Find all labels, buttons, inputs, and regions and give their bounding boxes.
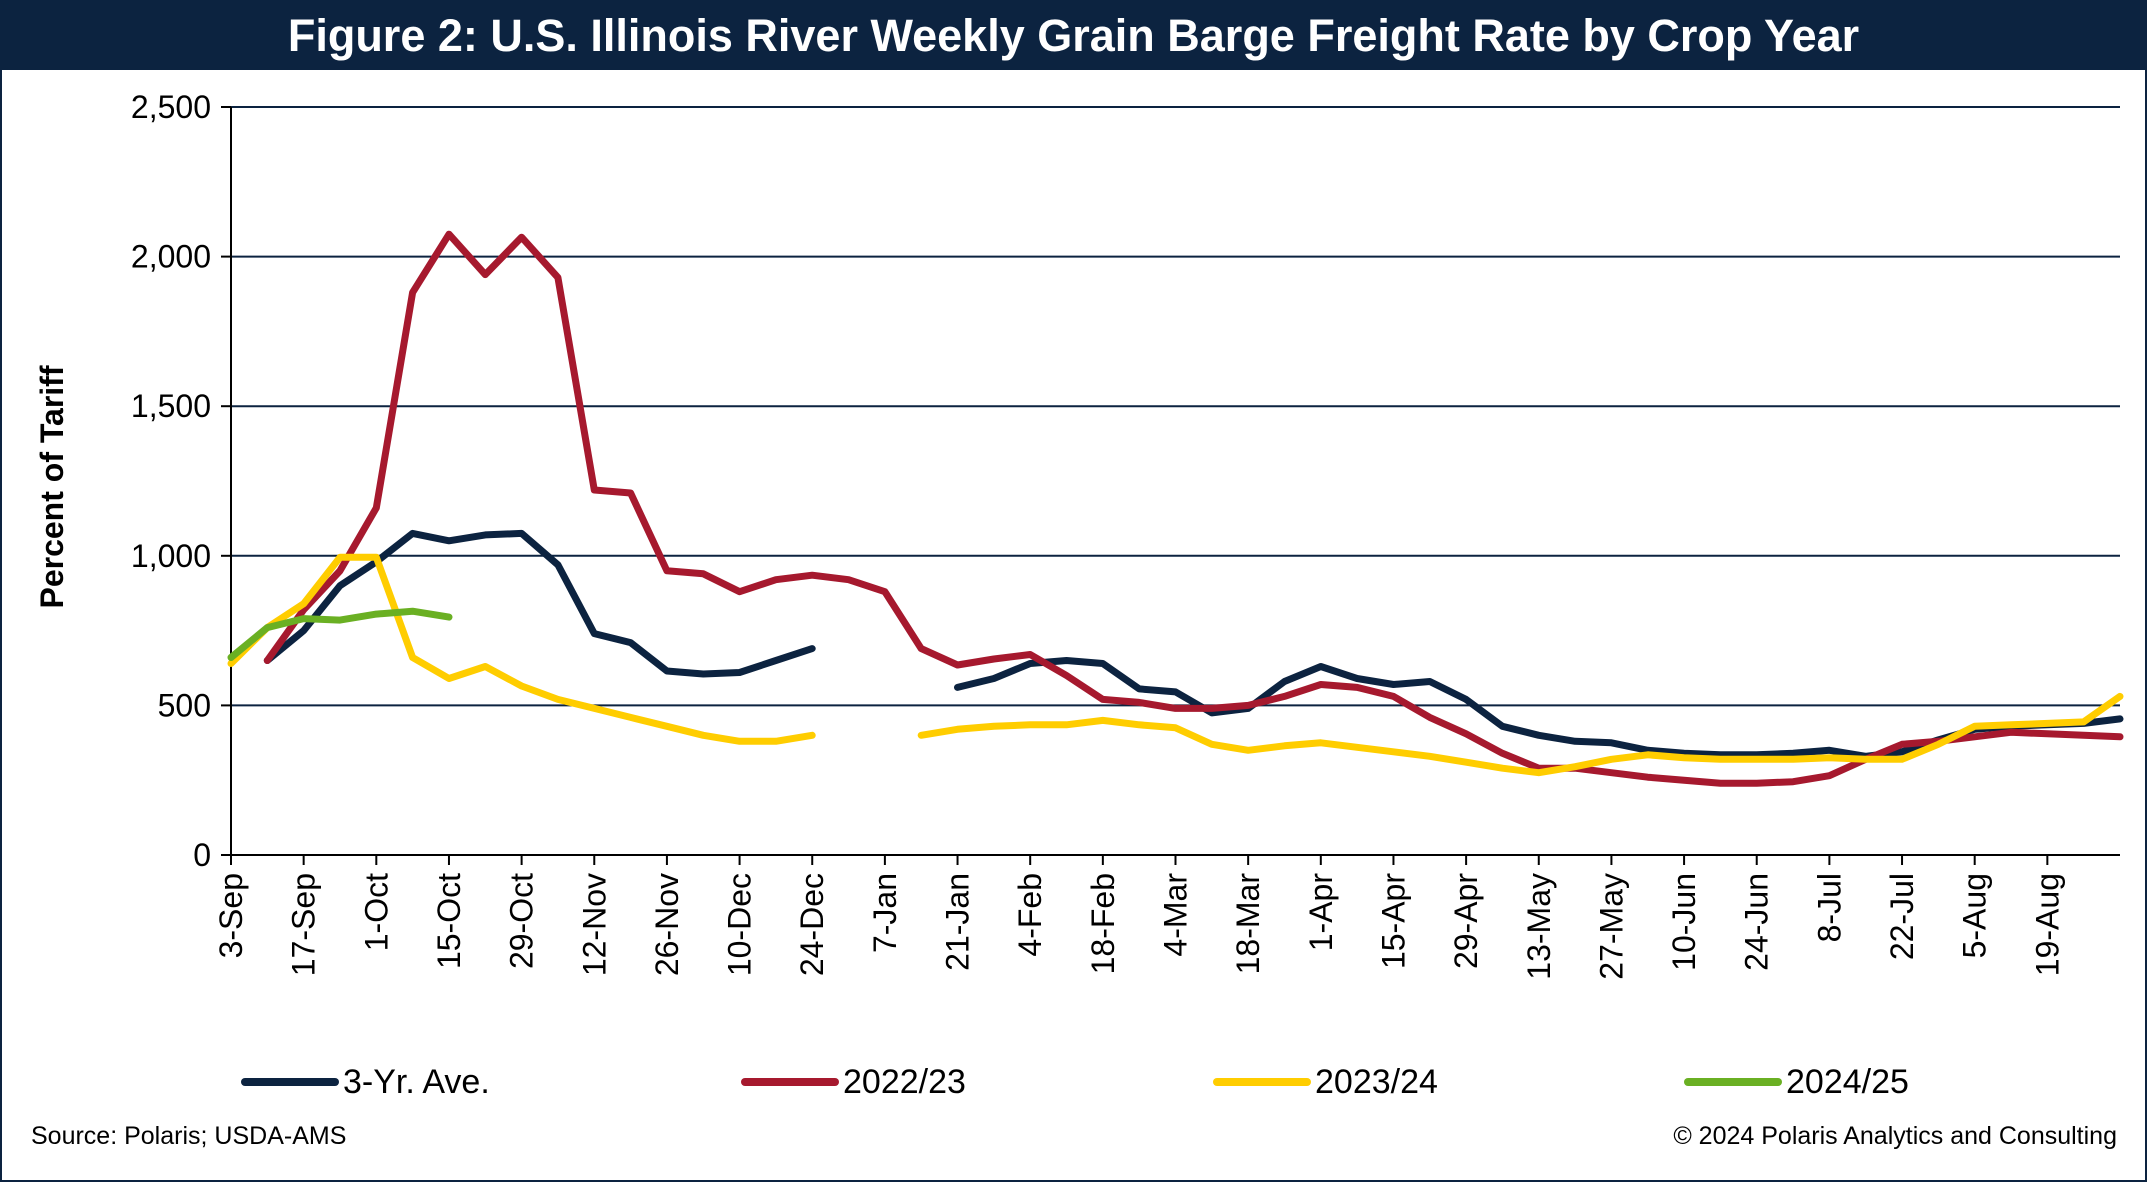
y-tick-label: 0 <box>193 837 211 873</box>
x-tick-label: 10-Dec <box>722 873 758 976</box>
legend-label: 3-Yr. Ave. <box>343 1063 490 1101</box>
series-line <box>263 529 816 678</box>
x-tick-label: 4-Feb <box>1012 873 1048 957</box>
series-line <box>917 692 2124 777</box>
y-tick-label: 1,000 <box>131 538 211 574</box>
x-tick-label: 29-Oct <box>504 873 540 969</box>
x-tick-label: 5-Aug <box>1957 873 1993 958</box>
x-tick-label: 19-Aug <box>2029 873 2065 976</box>
x-axis: 3-Sep 17-Sep 1-Oct 15-Oct 29-Oct 12-Nov 26-Nov… <box>213 854 2120 980</box>
series-line <box>227 607 453 661</box>
series-line <box>263 230 2124 787</box>
x-tick-label: 10-Jun <box>1666 873 1702 971</box>
series-3-yr-ave- <box>263 529 2124 760</box>
x-tick-label: 21-Jan <box>940 873 976 971</box>
gridlines <box>231 106 2120 707</box>
y-tick-label: 2,000 <box>131 239 211 275</box>
legend-label: 2023/24 <box>1315 1063 1438 1101</box>
x-tick-label: 1-Oct <box>358 873 394 951</box>
series-2023-24 <box>227 553 2124 777</box>
legend-label: 2022/23 <box>843 1063 966 1101</box>
y-tick-label: 2,500 <box>131 89 211 125</box>
x-tick-label: 24-Jun <box>1739 873 1775 971</box>
y-tick-label: 1,500 <box>131 388 211 424</box>
x-tick-label: 15-Apr <box>1375 873 1411 969</box>
x-tick-label: 13-May <box>1521 873 1557 980</box>
x-tick-label: 12-Nov <box>576 873 612 976</box>
x-tick-label: 26-Nov <box>649 873 685 976</box>
legend-item: 2023/24 <box>1213 1063 1438 1101</box>
x-tick-label: 17-Sep <box>286 873 322 976</box>
legend-item: 2024/25 <box>1684 1063 1909 1101</box>
legend-item: 2022/23 <box>741 1063 966 1101</box>
x-tick-label: 27-May <box>1593 873 1629 980</box>
y-axis-label: Percent of Tariff <box>34 365 70 608</box>
source-note: Source: Polaris; USDA-AMS <box>31 1122 347 1150</box>
y-axis: 0 500 1,000 1,500 2,000 2,500 <box>131 89 232 873</box>
y-tick-label: 500 <box>158 687 211 723</box>
series-line <box>227 553 816 745</box>
x-tick-label: 4-Mar <box>1158 873 1194 957</box>
series-2024-25 <box>227 607 453 661</box>
series-2022-23 <box>263 230 2124 787</box>
x-tick-label: 29-Apr <box>1448 873 1484 969</box>
x-tick-label: 18-Mar <box>1230 873 1266 975</box>
x-tick-label: 22-Jul <box>1884 873 1920 960</box>
x-tick-label: 18-Feb <box>1085 873 1121 974</box>
series-lines <box>227 230 2124 787</box>
x-tick-label: 8-Jul <box>1811 873 1847 942</box>
legend-item: 3-Yr. Ave. <box>241 1063 490 1101</box>
x-tick-label: 3-Sep <box>213 873 249 958</box>
x-tick-label: 15-Oct <box>431 873 467 969</box>
chart-title: Figure 2: U.S. Illinois River Weekly Gra… <box>2 2 2145 70</box>
x-tick-label: 1-Apr <box>1303 873 1339 952</box>
x-tick-label: 24-Dec <box>794 873 830 976</box>
copyright-note: © 2024 Polaris Analytics and Consulting <box>1673 1122 2117 1150</box>
legend-label: 2024/25 <box>1786 1063 1909 1101</box>
x-tick-label: 7-Jan <box>867 873 903 953</box>
legend: 3-Yr. Ave. 2022/23 2023/24 2024/25 <box>241 1063 1909 1101</box>
